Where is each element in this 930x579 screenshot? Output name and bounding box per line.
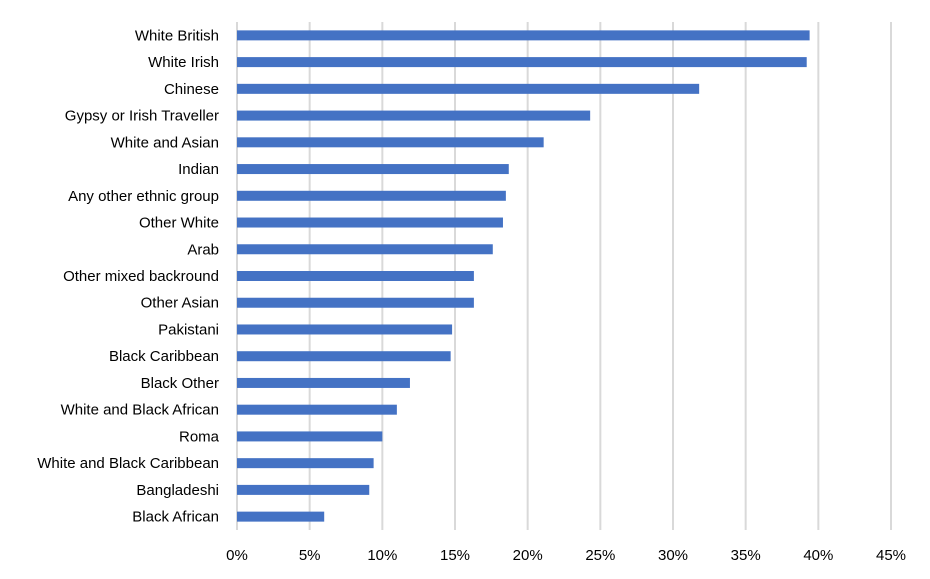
bar: [237, 190, 506, 201]
category-label: Bangladeshi: [136, 482, 219, 499]
bar: [237, 164, 509, 175]
bar: [237, 110, 591, 121]
x-tick-label: 30%: [658, 547, 688, 564]
x-tick-label: 25%: [585, 547, 615, 564]
category-label: Black Other: [141, 375, 219, 392]
bar: [237, 217, 503, 228]
x-tick-label: 10%: [367, 547, 397, 564]
category-label: Indian: [178, 161, 219, 178]
x-tick-label: 40%: [803, 547, 833, 564]
category-label: White British: [135, 27, 219, 44]
x-axis-tick-labels: 0% 5% 10% 15% 20% 25% 30% 35% 40% 45%: [226, 547, 906, 564]
bar: [237, 404, 397, 415]
x-tick-label: 45%: [876, 547, 906, 564]
bar: [237, 83, 700, 94]
bar: [237, 351, 451, 362]
x-tick-label: 20%: [513, 547, 543, 564]
category-label: Black Caribbean: [109, 348, 219, 365]
x-tick-label: 5%: [299, 547, 321, 564]
bar: [237, 244, 493, 255]
category-label: Black African: [132, 509, 219, 526]
category-label: Other Asian: [141, 295, 219, 312]
category-label: Any other ethnic group: [68, 188, 219, 205]
category-label: Chinese: [164, 81, 219, 98]
category-label: Other mixed backround: [63, 268, 219, 285]
bar: [237, 511, 325, 522]
bar: [237, 377, 410, 388]
gridlines: [236, 22, 892, 530]
category-label: Arab: [187, 241, 219, 258]
x-tick-label: 0%: [226, 547, 248, 564]
bar: [237, 30, 810, 41]
category-label: White Irish: [148, 54, 219, 71]
category-label: Roma: [179, 428, 220, 445]
bar: [237, 297, 474, 308]
category-label: White and Black Caribbean: [37, 455, 219, 472]
bar: [237, 431, 383, 442]
category-label: Pakistani: [158, 321, 219, 338]
bar: [237, 484, 370, 495]
bar: [237, 137, 544, 148]
x-tick-label: 35%: [731, 547, 761, 564]
category-labels: White British White Irish Chinese Gypsy or …: [37, 27, 219, 525]
x-tick-label: 15%: [440, 547, 470, 564]
category-label: White and Asian: [111, 134, 219, 151]
category-label: Other White: [139, 215, 219, 232]
bar: [237, 458, 374, 469]
bar: [237, 271, 474, 281]
category-label: Gypsy or Irish Traveller: [65, 108, 219, 125]
category-label: White and Black African: [61, 402, 219, 419]
bars: [237, 30, 810, 522]
bar: [237, 57, 807, 68]
bar: [237, 324, 453, 335]
